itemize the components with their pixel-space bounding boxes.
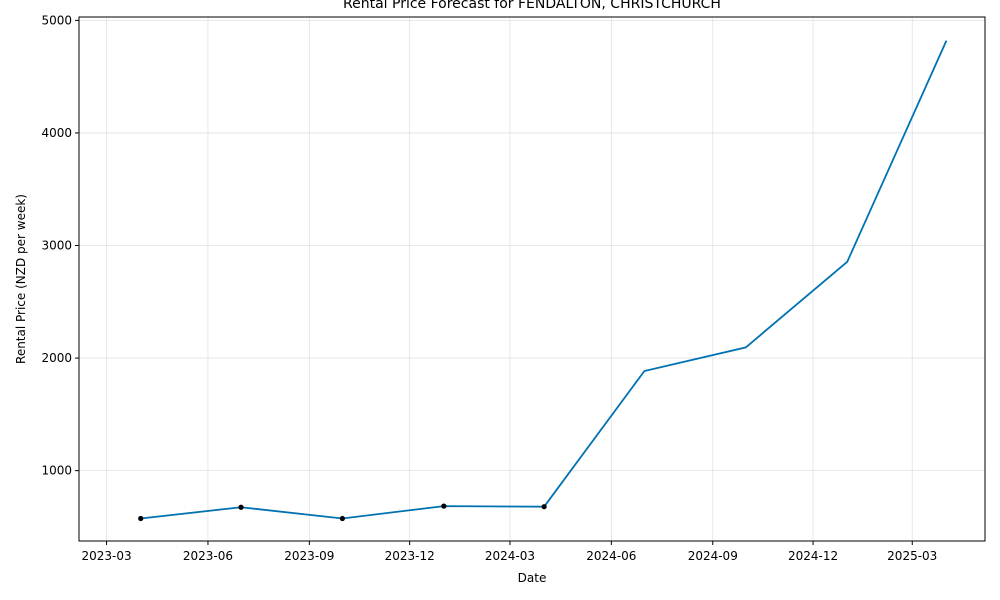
data-point <box>441 503 447 509</box>
series-line <box>140 40 948 520</box>
y-tick-label: 3000 <box>41 239 72 253</box>
data-point <box>238 504 244 510</box>
grid <box>79 17 985 541</box>
y-axis-label: Rental Price (NZD per week) <box>14 194 28 364</box>
x-tick-label: 2023-06 <box>183 549 233 563</box>
x-tick-label: 2024-03 <box>485 549 535 563</box>
data-point <box>541 504 547 510</box>
y-tick-label: 1000 <box>41 464 72 478</box>
x-tick-label: 2024-12 <box>788 549 838 563</box>
axes-frame <box>78 16 986 542</box>
y-tick-label: 2000 <box>41 351 72 365</box>
y-tick-label: 4000 <box>41 126 72 140</box>
data-point <box>138 515 144 522</box>
chart-title: Rental Price Forecast for FENDALTON, CHR… <box>343 0 721 12</box>
data-point <box>339 515 346 522</box>
x-tick-label: 2024-09 <box>688 549 738 563</box>
y-tick-label: 5000 <box>41 13 72 27</box>
x-tick-label: 2024-06 <box>586 549 636 563</box>
x-axis-label: Date <box>518 571 547 585</box>
x-tick-label: 2023-09 <box>284 549 334 563</box>
plot-area <box>138 40 948 522</box>
x-tick-label: 2023-12 <box>385 549 435 563</box>
y-axis: 1000 2000 3000 4000 5000 <box>41 13 79 478</box>
x-axis: 2023-03 2023-06 2023-09 2023-12 2024-03 2024-… <box>81 541 937 563</box>
x-tick-label: 2023-03 <box>81 549 131 563</box>
x-tick-label: 2025-03 <box>887 549 937 563</box>
